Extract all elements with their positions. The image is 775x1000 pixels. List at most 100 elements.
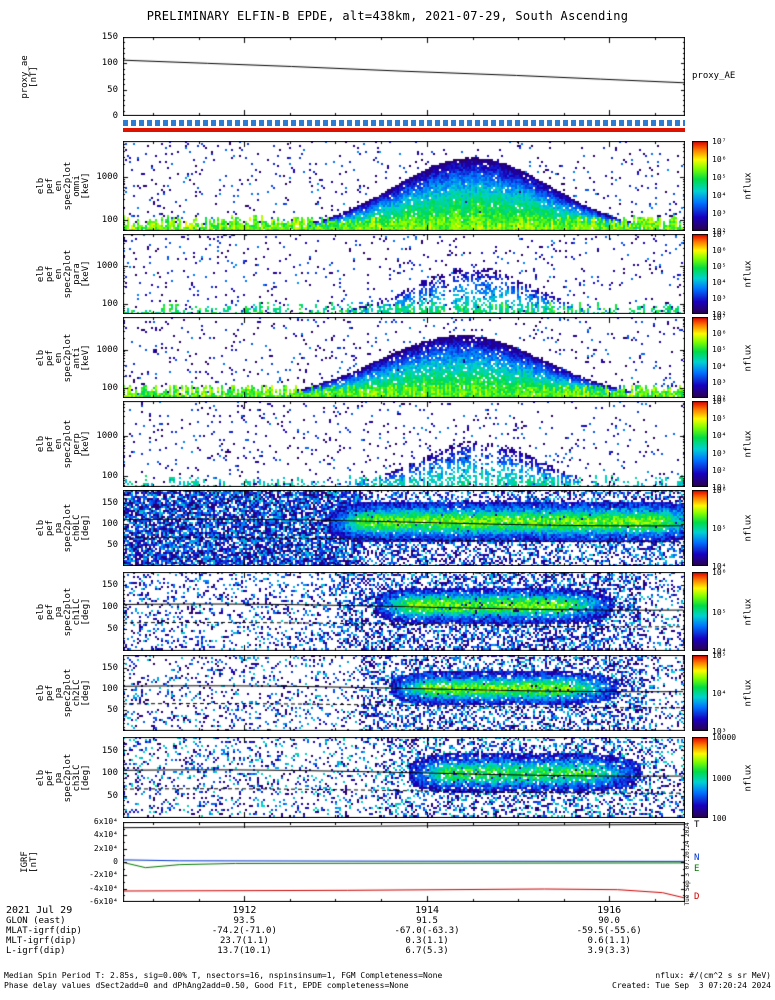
en-perp-colorbar-title: nflux xyxy=(743,430,754,458)
en-perp-colorbar-label: 10⁵ xyxy=(712,414,727,424)
coord-row-label: MLAT-igrf(dip) xyxy=(6,926,82,936)
en-omni-colorbar-label: 10³ xyxy=(712,209,727,218)
time-tick-label: 1912 xyxy=(232,905,257,916)
en-anti-ylabel: elb pef en spec2plot anti [keV] xyxy=(36,333,91,382)
coord-value: 23.7(1.1) xyxy=(220,936,269,946)
en-perp-colorbar-label: 10³ xyxy=(712,448,727,458)
en-perp-colorbar-label: 10¹ xyxy=(712,483,727,492)
igrf-legend-E: E xyxy=(694,863,700,874)
igrf-legend-T: T xyxy=(694,820,700,831)
coord-value: 0.6(1.1) xyxy=(587,936,631,946)
proxy-ae-ytick-label: 0 xyxy=(112,111,118,121)
igrf-ytick-label: -2x10⁴ xyxy=(89,870,118,880)
coord-value: 13.7(10.1) xyxy=(217,946,272,956)
en-omni-colorbar-title: nflux xyxy=(743,172,754,200)
status-blue-bar xyxy=(123,120,685,126)
pa-ch1-ytick-label: 50 xyxy=(107,624,118,635)
coord-value: 6.7(5.3) xyxy=(405,946,449,956)
pa-ch2-colorbar-label: 10³ xyxy=(712,727,727,736)
en-omni-ylabel: elb pef en spec2plot omni [keV] xyxy=(36,161,91,211)
en-omni-colorbar-label: 10⁴ xyxy=(712,191,727,200)
pa-ch1-canvas xyxy=(123,572,685,651)
en-anti-colorbar-label: 10³ xyxy=(712,377,727,387)
en-anti-colorbar-title: nflux xyxy=(743,343,754,372)
time-tick-label: 1914 xyxy=(414,905,440,916)
en-omni-canvas xyxy=(123,141,685,231)
en-para-ylabel: elb pef en spec2plot para [keV] xyxy=(36,249,91,299)
en-para-canvas xyxy=(123,234,685,314)
en-perp-colorbar-label: 10² xyxy=(712,465,727,475)
en-perp-ytick-label: 100 xyxy=(101,471,118,482)
en-anti-colorbar-label: 10⁴ xyxy=(712,361,727,371)
pa-ch0-ylabel: elb pef pa spec2plot ch0LC [deg] xyxy=(36,503,91,553)
pa-ch2-colorbar-title: nflux xyxy=(743,679,754,707)
coord-value: 91.5 xyxy=(416,916,438,926)
pa-ch0-colorbar-label: 10⁴ xyxy=(712,562,727,571)
proxy-ae-ytick-label: 150 xyxy=(101,32,118,42)
pa-ch1-colorbar-title: nflux xyxy=(743,597,754,626)
status-red-bar xyxy=(123,128,685,132)
en-para-colorbar-label: 10² xyxy=(712,310,727,319)
igrf-canvas xyxy=(123,822,685,902)
date-label: 2021 Jul 29 xyxy=(6,905,73,916)
pa-ch2-ytick-label: 50 xyxy=(107,704,118,715)
created-vertical-label: Tue Sep 3 07:20:24 2024 xyxy=(684,822,691,906)
igrf-ytick-label: 2x10⁴ xyxy=(93,843,118,853)
en-omni-ytick-label: 1000 xyxy=(96,172,118,183)
pa-ch2-ytick-label: 150 xyxy=(101,662,118,673)
proxy-ae-ytick-label: 100 xyxy=(101,58,118,69)
en-para-colorbar-label: 10³ xyxy=(712,294,727,303)
en-perp-colorbar-label: 10⁶ xyxy=(712,397,727,406)
en-omni-colorbar-label: 10⁷ xyxy=(712,137,727,146)
pa-ch1-ytick-label: 150 xyxy=(101,580,118,591)
igrf-legend-N: N xyxy=(694,853,700,864)
en-perp-ylabel: elb pef en spec2plot perp [keV] xyxy=(36,419,91,469)
igrf-ylabel: IGRF [nT] xyxy=(20,851,39,873)
pa-ch2-ytick-label: 100 xyxy=(101,683,118,694)
pa-ch2-colorbar-label: 10⁴ xyxy=(712,689,727,698)
pa-ch3-colorbar-label: 100 xyxy=(712,814,727,823)
coord-value: 0.3(1.1) xyxy=(405,936,449,946)
time-tick-label: 1916 xyxy=(597,905,622,916)
en-para-colorbar-label: 10⁷ xyxy=(712,230,727,239)
pa-ch0-colorbar-label: 10⁵ xyxy=(712,524,727,533)
en-para-colorbar xyxy=(692,234,708,314)
coord-row-label: GLON (east) xyxy=(6,916,66,926)
en-anti-colorbar-label: 10⁷ xyxy=(712,313,727,322)
pa-ch3-ytick-label: 50 xyxy=(107,790,118,801)
en-anti-ytick-label: 1000 xyxy=(96,344,118,355)
coord-value: 90.0 xyxy=(598,916,620,926)
en-anti-colorbar-label: 10⁵ xyxy=(712,345,727,355)
en-para-colorbar-title: nflux xyxy=(743,260,754,288)
pa-ch3-ytick-label: 100 xyxy=(101,768,118,778)
pa-ch3-colorbar xyxy=(692,737,708,818)
footer-created: Created: Tue Sep 3 07:20:24 2024 xyxy=(612,981,771,990)
coord-value: -74.2(-71.0) xyxy=(211,926,277,936)
pa-ch3-colorbar-label: 1000 xyxy=(712,773,732,783)
igrf-ytick-label: 0 xyxy=(113,857,118,866)
igrf-ytick-label: 4x10⁴ xyxy=(93,830,118,840)
coord-row-label: L-igrf(dip) xyxy=(6,946,66,956)
en-omni-colorbar-label: 10⁵ xyxy=(712,173,727,182)
pa-ch3-ytick-label: 150 xyxy=(101,745,118,756)
pa-ch1-colorbar xyxy=(692,572,708,651)
en-omni-colorbar xyxy=(692,141,708,231)
pa-ch2-colorbar-label: 10⁵ xyxy=(712,651,727,660)
pa-ch2-ylabel: elb pef pa spec2plot ch2LC [deg] xyxy=(36,668,91,718)
pa-ch0-canvas xyxy=(123,490,685,566)
coord-value: 93.5 xyxy=(233,916,256,926)
pa-ch0-colorbar-label: 10⁶ xyxy=(712,486,727,495)
proxy-ae-right-label: proxy_AE xyxy=(692,70,736,81)
en-perp-colorbar xyxy=(692,401,708,487)
en-perp-ytick-label: 1000 xyxy=(96,430,118,441)
igrf-ytick-label: -4x10⁴ xyxy=(89,883,118,893)
pa-ch3-ylabel: elb pef pa spec2plot ch3LC [deg] xyxy=(36,753,91,802)
en-perp-canvas xyxy=(123,401,685,487)
footer-spin-period: Median Spin Period T: 2.85s, sig=0.00% T… xyxy=(4,971,443,980)
pa-ch2-colorbar xyxy=(692,655,708,731)
pa-ch0-ytick-label: 150 xyxy=(101,497,118,508)
en-anti-colorbar xyxy=(692,317,708,398)
igrf-legend-D: D xyxy=(694,892,700,902)
pa-ch1-ytick-label: 100 xyxy=(101,602,118,613)
